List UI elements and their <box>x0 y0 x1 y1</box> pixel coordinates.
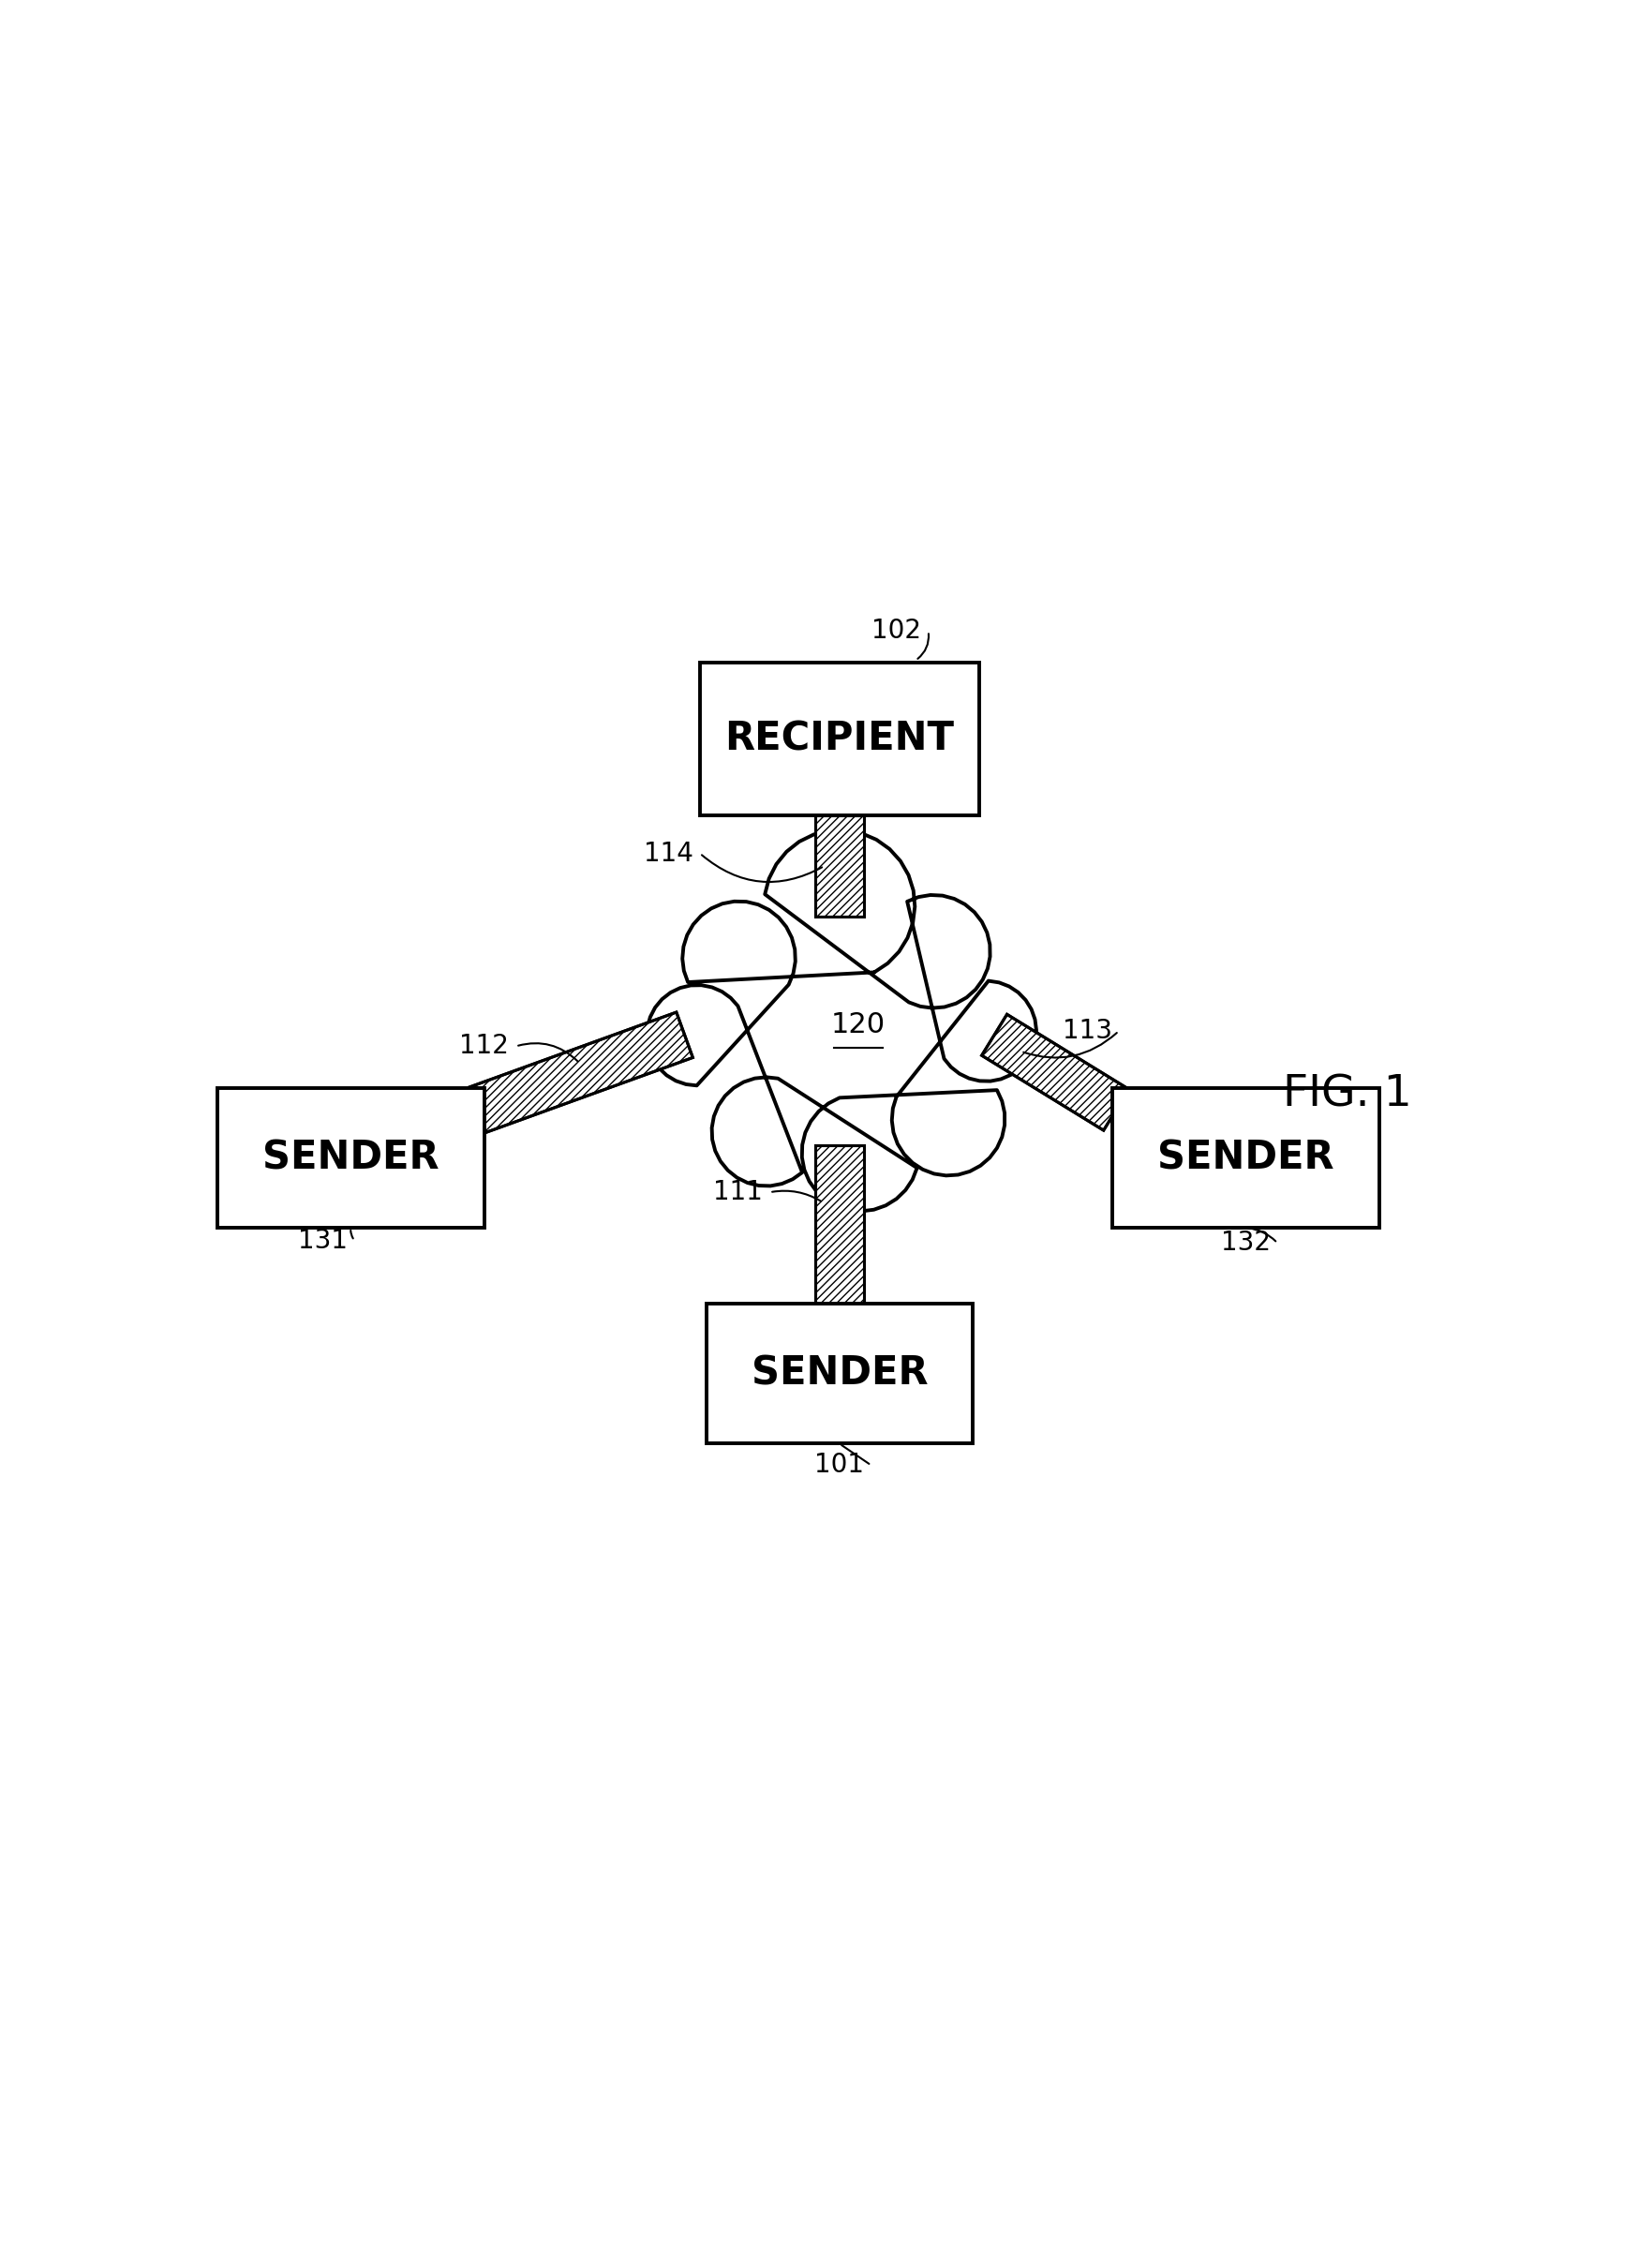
Circle shape <box>891 1061 1006 1175</box>
Bar <box>218 1089 485 1227</box>
Polygon shape <box>816 1145 863 1304</box>
Bar <box>699 662 980 814</box>
Text: 102: 102 <box>871 617 922 644</box>
Circle shape <box>935 980 1037 1082</box>
Bar <box>1112 1089 1379 1227</box>
Polygon shape <box>470 1012 693 1132</box>
Text: 131: 131 <box>298 1227 347 1254</box>
Text: SENDER: SENDER <box>752 1354 927 1393</box>
Polygon shape <box>647 830 1037 1211</box>
Circle shape <box>647 984 747 1086</box>
Text: FIG. 1: FIG. 1 <box>1283 1073 1412 1116</box>
Text: SENDER: SENDER <box>1158 1139 1333 1177</box>
Polygon shape <box>816 814 863 916</box>
Text: 101: 101 <box>814 1452 865 1479</box>
Text: 132: 132 <box>1220 1229 1271 1256</box>
Text: 120: 120 <box>830 1012 886 1039</box>
Polygon shape <box>981 1014 1129 1129</box>
Text: 114: 114 <box>644 839 693 866</box>
Circle shape <box>683 900 796 1014</box>
Text: 113: 113 <box>1061 1018 1112 1043</box>
Ellipse shape <box>667 889 1012 1173</box>
Circle shape <box>711 1077 821 1186</box>
Text: SENDER: SENDER <box>262 1139 439 1177</box>
Circle shape <box>763 830 916 980</box>
Circle shape <box>801 1093 919 1211</box>
Bar <box>706 1304 973 1445</box>
Text: 111: 111 <box>713 1179 763 1204</box>
Circle shape <box>878 896 991 1007</box>
Text: 112: 112 <box>459 1034 509 1059</box>
Text: RECIPIENT: RECIPIENT <box>724 719 955 760</box>
